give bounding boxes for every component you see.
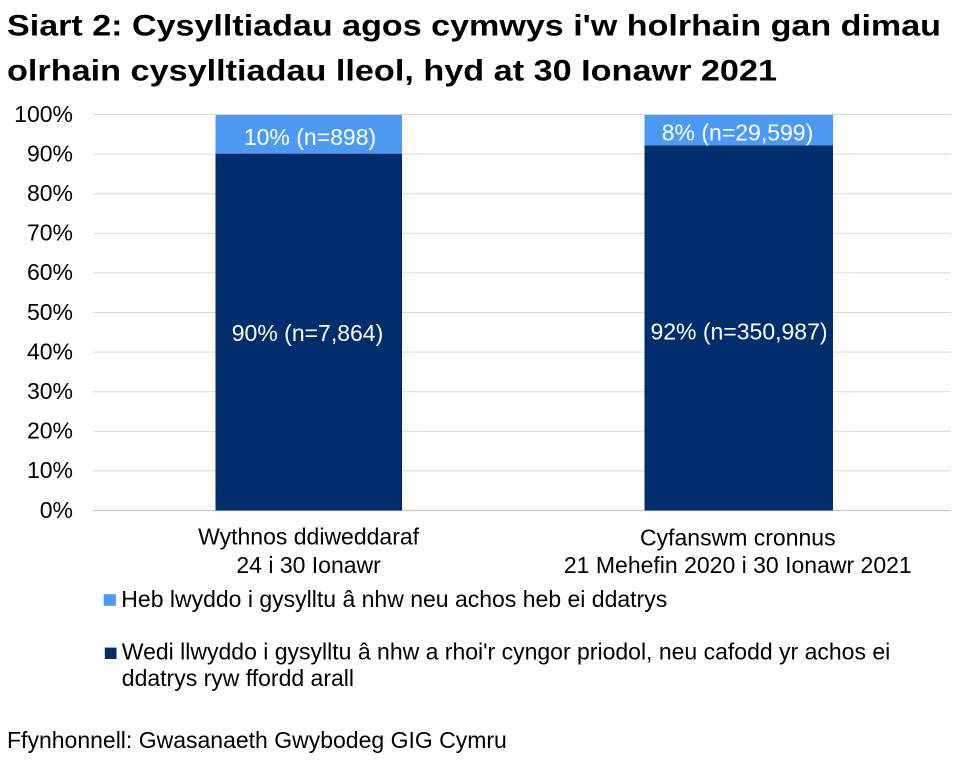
svg-text:Wedi llwyddo i gysylltu â nhw: Wedi llwyddo i gysylltu â nhw a rhoi'r c…: [122, 638, 890, 664]
svg-text:40%: 40%: [27, 338, 73, 364]
svg-text:20%: 20%: [27, 418, 73, 444]
svg-text:92% (n=350,987): 92% (n=350,987): [650, 318, 827, 344]
svg-text:90% (n=7,864): 90% (n=7,864): [232, 320, 384, 346]
svg-text:90%: 90%: [27, 140, 73, 166]
svg-text:10%: 10%: [27, 457, 73, 483]
svg-text:50%: 50%: [27, 299, 73, 325]
svg-text:Heb lwyddo i gysylltu â nhw ne: Heb lwyddo i gysylltu â nhw neu achos he…: [121, 586, 667, 612]
svg-text:0%: 0%: [40, 497, 73, 523]
svg-text:70%: 70%: [27, 220, 73, 246]
svg-text:Cyfanswm cronnus: Cyfanswm cronnus: [640, 525, 836, 551]
svg-text:Siart 2: Cysylltiadau agos cym: Siart 2: Cysylltiadau agos cymwys i'w ho…: [7, 10, 941, 43]
svg-text:Wythnos ddiweddaraf: Wythnos ddiweddaraf: [198, 524, 420, 550]
svg-text:100%: 100%: [14, 101, 73, 127]
svg-text:80%: 80%: [27, 180, 73, 206]
svg-text:ddatrys ryw ffordd arall: ddatrys ryw ffordd arall: [122, 665, 354, 691]
svg-text:10% (n=898): 10% (n=898): [244, 124, 376, 150]
svg-text:30%: 30%: [27, 378, 73, 404]
svg-text:24 i 30 Ionawr: 24 i 30 Ionawr: [236, 552, 381, 578]
svg-text:60%: 60%: [27, 259, 73, 285]
svg-text:21 Mehefin 2020 i 30 Ionawr 20: 21 Mehefin 2020 i 30 Ionawr 2021: [564, 552, 912, 578]
svg-text:olrhain cysylltiadau lleol, hy: olrhain cysylltiadau lleol, hyd at 30 Io…: [7, 55, 777, 88]
svg-text:8% (n=29,599): 8% (n=29,599): [662, 120, 814, 146]
svg-text:Ffynhonnell: Gwasanaeth Gwybod: Ffynhonnell: Gwasanaeth Gwybodeg GIG Cym…: [7, 727, 507, 753]
